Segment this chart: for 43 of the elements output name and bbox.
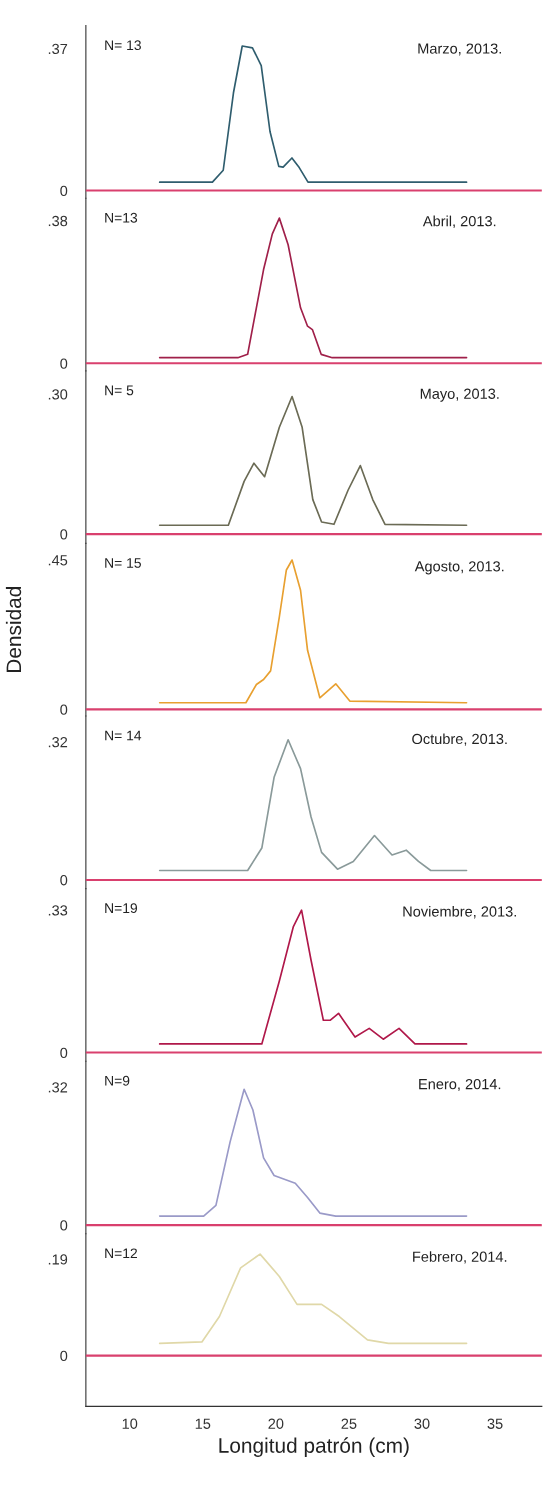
y-tick-label: .19 [48, 1254, 68, 1265]
text: Agosto, 2013. [414, 561, 504, 575]
annotation: N= 13 [105, 40, 141, 51]
y-tick-label: .37 [48, 43, 68, 55]
annotation: N=13 [105, 212, 138, 223]
y-tick-label: 0 [60, 185, 68, 196]
y-tick-label: 0 [60, 358, 68, 369]
text: Abril, 2013. [422, 215, 496, 229]
y-tick-label: .33 [48, 905, 68, 916]
annotation: N=19 [105, 903, 138, 914]
x-tick-label: 35 [487, 1418, 503, 1429]
y-tick-label: .32 [48, 1082, 68, 1093]
text: Febrero, 2014. [413, 1251, 507, 1264]
text: Mayo, 2013. [420, 388, 499, 402]
x-tick-label: 15 [195, 1418, 211, 1429]
text: Octubre, 2013. [412, 733, 507, 746]
y-axis-title: Densidad [5, 587, 22, 673]
y-tick-label: 0 [60, 1047, 68, 1058]
y-tick-label: 0 [60, 704, 68, 715]
y-tick-label: .45 [48, 555, 68, 566]
y-tick-label: 0 [60, 875, 68, 886]
annotation: N= 14 [105, 730, 142, 741]
x-axis-title: Longitud patrón (cm) [219, 1437, 409, 1458]
x-tick-label: 20 [268, 1418, 284, 1429]
annotation: N=9 [105, 1075, 130, 1086]
annotation: N= 5 [105, 385, 134, 396]
line-series [158, 1253, 468, 1345]
line-series [158, 45, 468, 183]
y-tick-label: .38 [48, 215, 68, 227]
y-tick-label: 0 [60, 529, 68, 540]
line-series [158, 559, 468, 704]
text: Noviembre, 2013. [403, 905, 516, 919]
y-tick-label: 0 [60, 1220, 68, 1231]
annotation: N=12 [105, 1248, 137, 1259]
x-tick-label: 25 [341, 1418, 357, 1429]
text: Marzo, 2013. [418, 43, 501, 56]
y-tick-label: .30 [48, 389, 68, 400]
x-tick-label: 10 [122, 1418, 138, 1429]
annotation: N= 15 [105, 558, 141, 568]
x-tick-label: 30 [414, 1418, 430, 1429]
text: Enero, 2014. [419, 1078, 501, 1091]
y-tick-label: 0 [60, 1350, 68, 1362]
y-tick-label: .32 [48, 737, 68, 748]
